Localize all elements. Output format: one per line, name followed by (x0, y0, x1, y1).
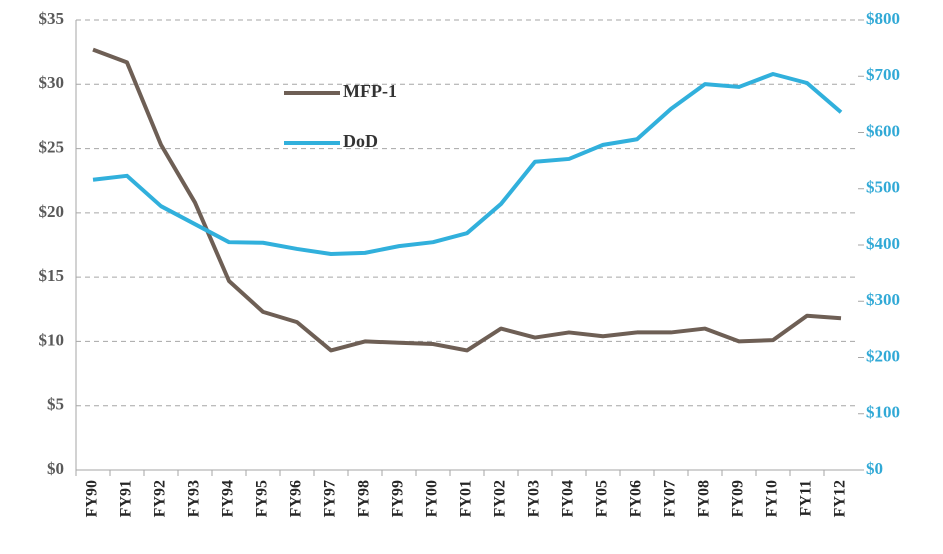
y2-tick-label: $500 (866, 178, 900, 197)
x-tick-label: FY97 (322, 480, 339, 517)
x-tick-label: FY94 (220, 480, 237, 517)
x-tick-label: FY02 (492, 480, 509, 517)
x-tick-label: FY99 (390, 480, 407, 517)
y-tick-label: $20 (39, 202, 65, 221)
series-line (92, 47, 842, 353)
y2-tick-label: $800 (866, 9, 900, 28)
x-tick-label: FY08 (696, 480, 713, 517)
y-tick-label: $10 (39, 330, 65, 349)
x-tick-label: FY12 (832, 480, 849, 517)
x-tick-label: FY11 (798, 480, 815, 516)
y-tick-label: $5 (47, 395, 64, 414)
x-tick-label: FY92 (152, 480, 169, 517)
x-tick-label: FY93 (186, 480, 203, 517)
y2-tick-label: $200 (866, 346, 900, 365)
x-tick-label: FY09 (730, 480, 747, 517)
x-tick-label: FY05 (594, 480, 611, 517)
x-tick-label: FY98 (356, 480, 373, 517)
y2-tick-label: $600 (866, 121, 900, 140)
x-tick-label: FY00 (424, 480, 441, 517)
legend-label: MFP-1 (343, 81, 397, 101)
x-tick-label: FY07 (662, 480, 679, 517)
y2-tick-label: $700 (866, 65, 900, 84)
legend-label: DoD (343, 131, 378, 151)
y-tick-label: $35 (39, 9, 65, 28)
x-tick-label: FY10 (764, 480, 781, 517)
x-tick-label: FY06 (628, 480, 645, 517)
x-tick-label: FY91 (118, 480, 135, 517)
y-tick-label: $15 (39, 266, 65, 285)
x-tick-label: FY96 (288, 480, 305, 517)
y2-tick-label: $0 (866, 459, 883, 478)
x-tick-label: FY03 (526, 480, 543, 517)
series-line (92, 72, 843, 256)
x-tick-label: FY01 (458, 480, 475, 517)
x-tick-label: FY90 (84, 480, 101, 517)
y-tick-label: $30 (39, 73, 65, 92)
x-tick-label: FY04 (560, 480, 577, 517)
y2-tick-label: $400 (866, 234, 900, 253)
y2-tick-label: $300 (866, 290, 900, 309)
y-tick-label: $25 (39, 137, 65, 156)
y-tick-label: $0 (47, 459, 64, 478)
y2-tick-label: $100 (866, 403, 900, 422)
x-tick-label: FY95 (254, 480, 271, 517)
